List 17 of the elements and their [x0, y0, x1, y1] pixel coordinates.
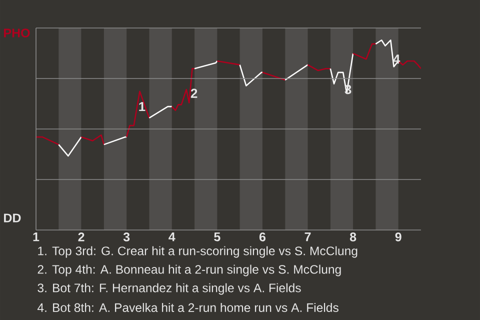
x-tick-label: 5 — [214, 232, 220, 242]
x-tick-label: 2 — [78, 232, 84, 242]
text: PHO — [4, 28, 30, 38]
x-tick-label: 1 — [33, 232, 40, 242]
annotation: 1 — [139, 102, 146, 112]
text: 2. Top 4th: A. Bonneau hit a 2-run single vs S. McClung — [38, 264, 341, 276]
text: 4. Bot 8th: A. Pavelka hit a 2-run home run vs A. Fields — [37, 302, 338, 312]
x-tick-label: 3 — [123, 232, 130, 242]
annotation: 2 — [190, 88, 198, 98]
x-tick-label: 9 — [395, 232, 402, 242]
text: 3. Bot 7th: F. Hernandez hit a single vs A. Fields — [38, 283, 301, 295]
x-tick-label: 4 — [168, 232, 176, 242]
x-tick-label: 7 — [304, 232, 311, 242]
x-tick-label: 8 — [350, 232, 356, 242]
text: DD — [4, 214, 21, 222]
x-tick-label: 6 — [259, 232, 266, 242]
text: 1. Top 3rd: G. Crear hit a run-scoring single vs S. McClung — [38, 246, 358, 258]
